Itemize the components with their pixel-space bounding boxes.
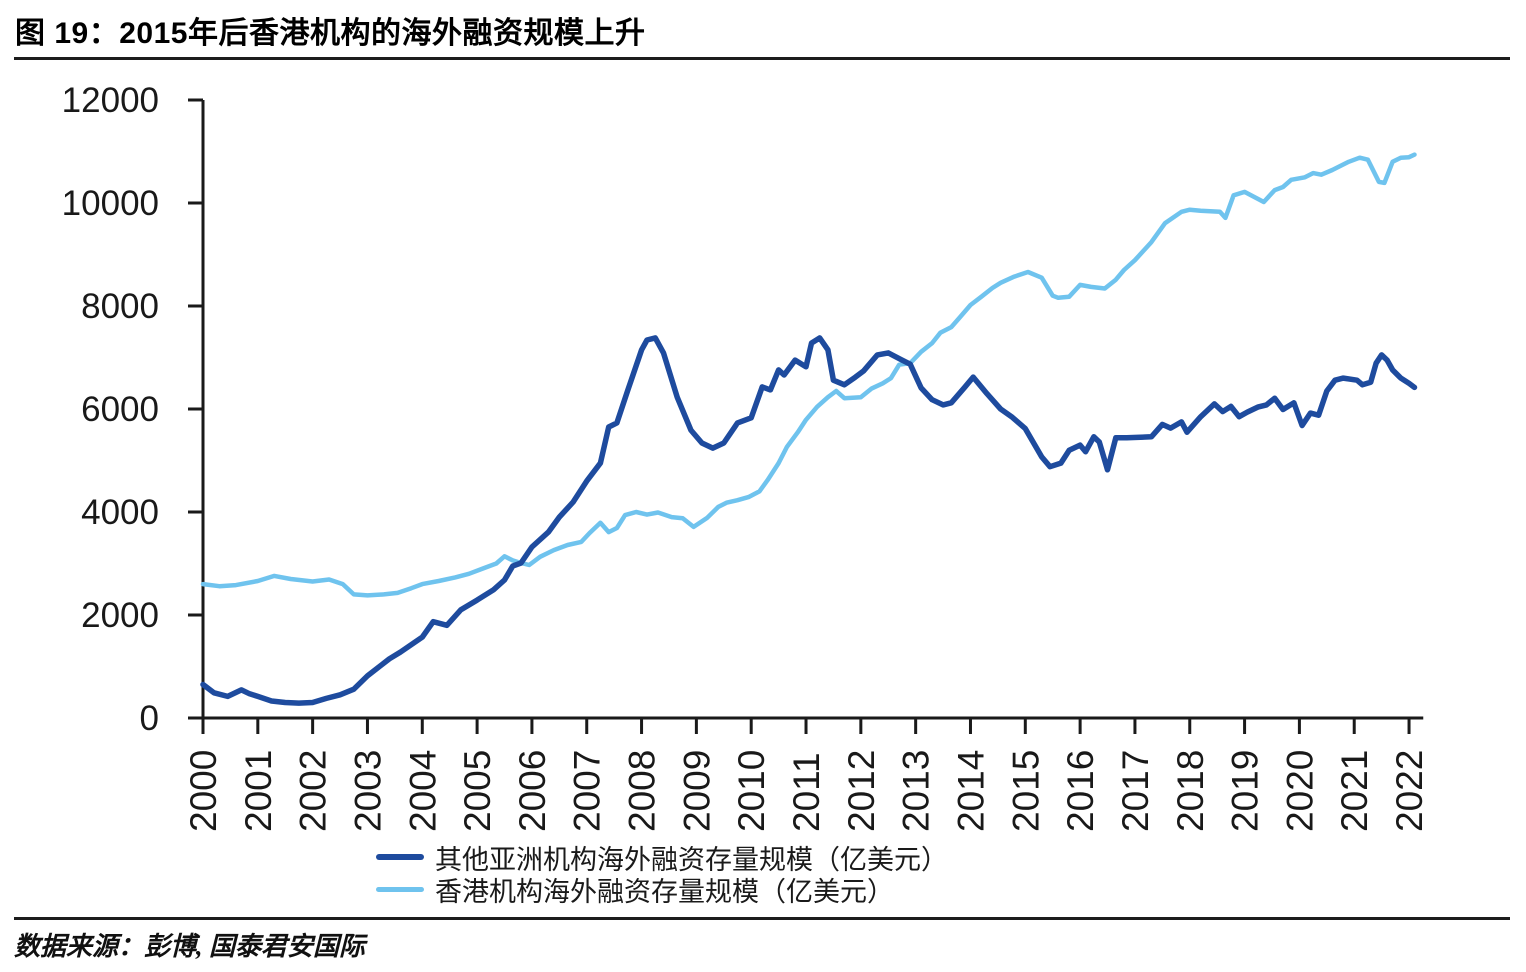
x-tick-label: 2007 [567, 750, 608, 832]
legend-label-hong-kong: 香港机构海外融资存量规模（亿美元） [435, 876, 894, 907]
legend-swatch-hong-kong [376, 886, 424, 892]
x-tick-label: 2008 [622, 750, 663, 832]
figure-title: 图 19：2015年后香港机构的海外融资规模上升 [15, 17, 646, 50]
y-tick-label: 6000 [81, 390, 159, 429]
legend-swatch-other-asia [376, 854, 424, 860]
legend-label-other-asia: 其他亚洲机构海外融资存量规模（亿美元） [435, 844, 948, 875]
x-tick-label: 2011 [786, 752, 827, 832]
y-tick-label: 4000 [81, 493, 159, 532]
series-line-other-asia [200, 335, 1418, 706]
x-tick-label: 2010 [731, 750, 772, 832]
x-tick-label: 2003 [347, 750, 388, 832]
y-tick-label: 10000 [62, 184, 159, 223]
x-tick-label: 2006 [512, 750, 553, 832]
chart-legend: 其他亚洲机构海外融资存量规模（亿美元） 香港机构海外融资存量规模（亿美元） [376, 841, 948, 907]
legend-item-hong-kong: 香港机构海外融资存量规模（亿美元） [376, 873, 948, 907]
x-tick-label: 2022 [1389, 750, 1430, 832]
x-tick-label: 2016 [1060, 750, 1101, 832]
y-tick-label: 12000 [62, 81, 159, 120]
x-tick-label: 2000 [183, 750, 224, 832]
title-divider [14, 57, 1510, 60]
y-tick-label: 8000 [81, 287, 159, 326]
x-tick-label: 2015 [1005, 750, 1046, 832]
x-tick-label: 2005 [457, 750, 498, 832]
source-divider [14, 917, 1510, 920]
x-tick-label: 2017 [1115, 750, 1156, 832]
x-tick-label: 2019 [1225, 750, 1266, 832]
source-note: 数据来源：彭博, 国泰君安国际 [14, 932, 366, 961]
x-tick-label: 2021 [1334, 750, 1375, 832]
x-tick-label: 2001 [238, 750, 279, 832]
x-tick-label: 2012 [841, 750, 882, 832]
x-tick-label: 2020 [1279, 750, 1320, 832]
x-tick-label: 2002 [293, 750, 334, 832]
x-tick-label: 2004 [402, 750, 443, 832]
y-tick-label: 0 [140, 699, 159, 738]
x-tick-label: 2013 [896, 750, 937, 832]
x-tick-label: 2014 [950, 750, 991, 832]
series-line-hong-kong [200, 152, 1417, 598]
y-tick-label: 2000 [81, 596, 159, 635]
x-tick-label: 2009 [676, 750, 717, 832]
x-tick-label: 2018 [1170, 750, 1211, 832]
legend-item-other-asia: 其他亚洲机构海外融资存量规模（亿美元） [376, 841, 948, 875]
